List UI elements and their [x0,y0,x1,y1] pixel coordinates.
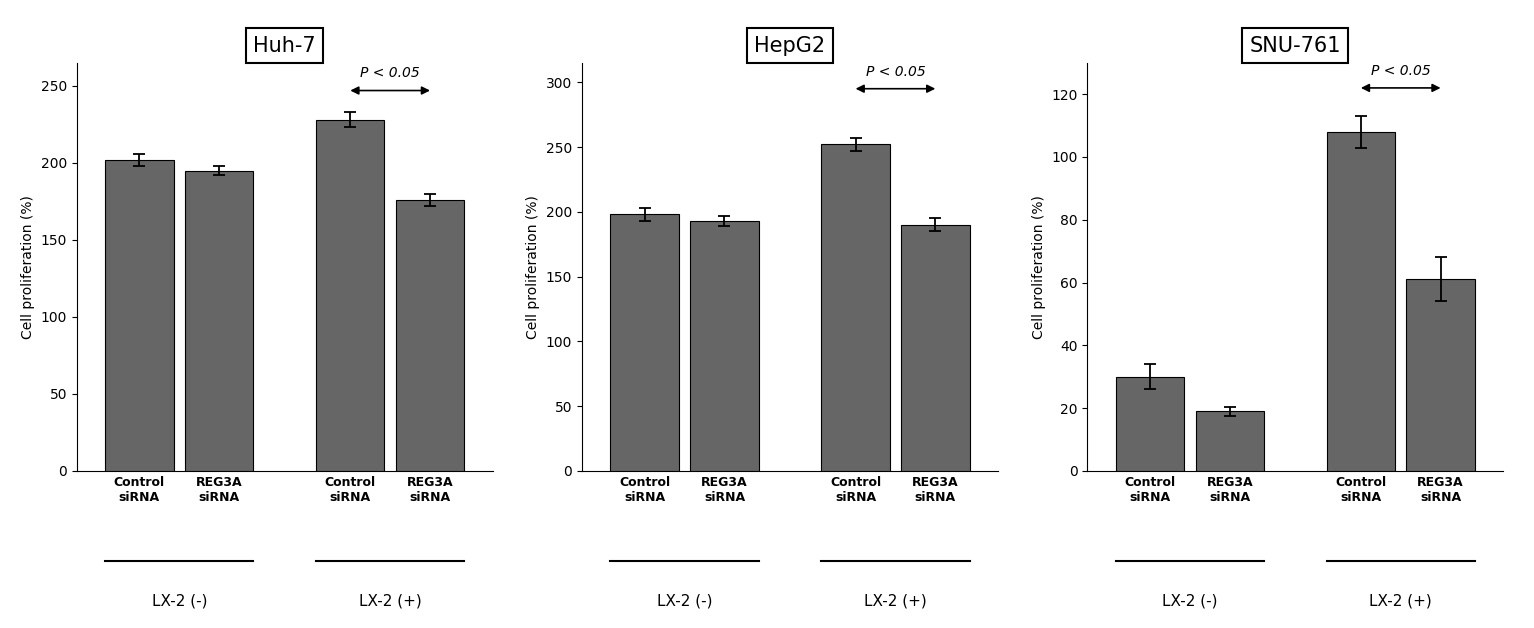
Bar [1327,132,1394,471]
Bar [1195,411,1264,471]
Bar [106,160,173,471]
Bar [396,200,465,471]
Bar [186,171,253,471]
Bar [900,225,969,471]
Text: LX-2 (-): LX-2 (-) [657,593,712,609]
Bar [611,214,680,471]
Y-axis label: Cell proliferation (%): Cell proliferation (%) [1031,195,1046,339]
Title: Huh-7: Huh-7 [253,36,316,56]
Title: HepG2: HepG2 [755,36,825,56]
Bar [690,221,759,471]
Bar [821,144,890,471]
Bar [1115,377,1184,471]
Bar [316,120,385,471]
Text: LX-2 (-): LX-2 (-) [1163,593,1218,609]
Text: P < 0.05: P < 0.05 [360,67,420,80]
Text: LX-2 (+): LX-2 (+) [864,593,927,609]
Y-axis label: Cell proliferation (%): Cell proliferation (%) [526,195,540,339]
Bar [1407,279,1474,471]
Text: LX-2 (+): LX-2 (+) [359,593,422,609]
Title: SNU-761: SNU-761 [1250,36,1341,56]
Text: LX-2 (-): LX-2 (-) [152,593,207,609]
Text: P < 0.05: P < 0.05 [865,65,925,78]
Text: LX-2 (+): LX-2 (+) [1370,593,1433,609]
Text: P < 0.05: P < 0.05 [1371,63,1431,78]
Y-axis label: Cell proliferation (%): Cell proliferation (%) [21,195,35,339]
